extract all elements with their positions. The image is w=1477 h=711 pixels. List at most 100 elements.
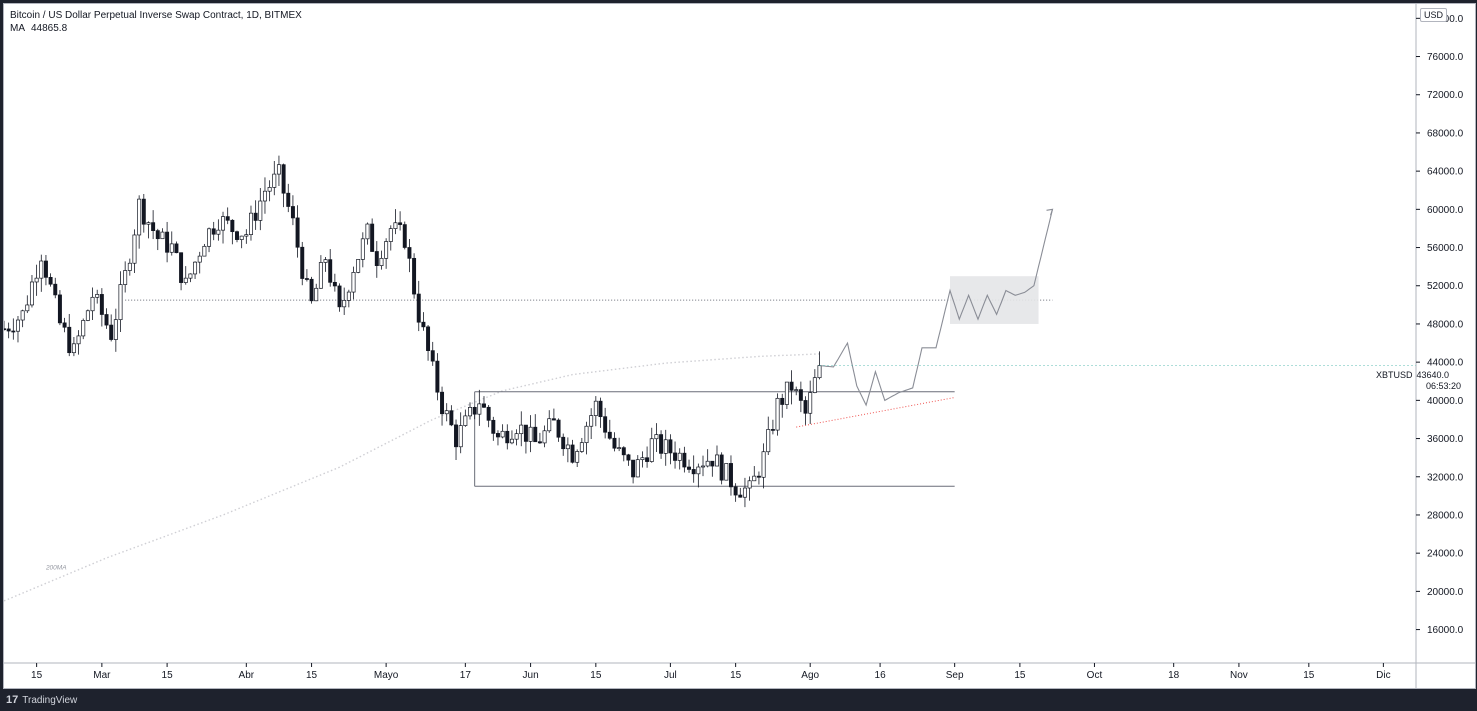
candle-down [780,397,785,405]
y-tick-label: 64000.0 [1427,167,1464,178]
candle-down [421,321,426,328]
candle-up [696,466,701,475]
candle-down [328,259,333,283]
candle-down [332,281,337,287]
y-tick-label: 76000.0 [1427,52,1464,63]
candle-up [207,228,212,247]
candle-up [528,426,533,442]
candle-up [575,451,580,463]
candle-up [589,415,594,427]
candle-up [393,222,398,229]
candle-down [598,400,603,418]
candle-up [342,300,347,308]
bar-countdown: 06:53:20 [1426,381,1462,391]
candle-up [817,365,822,379]
candle-down [440,391,445,415]
candle-down [426,326,431,351]
candle-up [193,261,198,275]
candle-up [742,487,747,498]
candle-up [812,377,817,393]
candle-down [551,418,556,421]
candle-down [561,436,566,450]
candle-up [519,424,524,435]
y-tick-label: 20000.0 [1427,587,1464,598]
candle-up [593,400,598,416]
symbol-title: Bitcoin / US Dollar Perpetual Inverse Sw… [10,10,302,21]
candle-up [677,452,682,461]
candle-up [249,212,253,235]
candle-up [766,429,771,453]
candle-down [719,454,724,481]
candle-up [509,438,514,444]
x-tick-label: Mar [93,670,111,681]
candle-up [71,343,76,354]
candle-down [402,224,407,248]
candle-down [179,252,184,283]
candle-up [244,234,249,237]
y-tick-label: 36000.0 [1427,434,1464,445]
candle-up [85,310,90,321]
candle-down [803,400,808,414]
candle-up [197,255,202,263]
x-tick-label: Nov [1230,670,1248,681]
candle-down [53,283,58,296]
x-tick-label: 16 [875,670,887,681]
candle-down [300,246,305,279]
x-tick-label: 15 [1303,670,1315,681]
candle-up [188,273,193,279]
brand-name[interactable]: TradingView [22,694,78,706]
candle-down [57,294,62,324]
candle-up [318,262,323,289]
y-tick-label: 40000.0 [1427,396,1464,407]
candle-down [109,324,114,340]
x-tick-label: 15 [162,670,174,681]
candle-up [784,381,789,405]
candle-up [584,425,589,444]
candle-up [761,451,766,478]
candle-down [4,328,6,331]
candle-down [416,293,421,323]
currency-button[interactable]: USD [1419,8,1447,22]
candle-up [81,320,86,337]
candle-up [654,434,659,440]
candle-down [454,424,459,448]
candle-up [160,231,165,240]
candle-down [430,350,435,362]
candle-down [104,314,109,326]
candle-up [747,480,752,489]
x-tick-label: Jul [664,670,677,681]
candle-down [211,228,216,235]
candle-up [262,190,267,202]
candle-up [649,438,654,462]
x-tick-label: Dic [1376,670,1390,681]
candle-up [34,277,39,283]
chart-area[interactable]: 80000.076000.072000.068000.064000.060000… [3,3,1476,689]
x-tick-label: 18 [1168,670,1180,681]
candle-down [626,454,631,461]
candle-up [90,296,95,312]
candle-down [67,326,72,354]
candle-down [290,206,295,219]
x-tick-label: Sep [946,670,964,681]
candle-down [48,277,53,285]
candle-up [202,245,207,257]
price-chart[interactable]: 80000.076000.072000.068000.064000.060000… [4,4,1475,688]
candle-up [137,198,142,236]
candle-up [221,216,226,231]
ticker-label: XBTUSD [1376,370,1413,380]
candle-down [523,424,528,442]
candle-down [728,463,733,488]
tradingview-logo-icon[interactable]: 17 [6,694,19,706]
x-tick-label: Mayo [374,670,399,681]
y-tick-label: 16000.0 [1427,625,1464,636]
candle-up [267,187,272,192]
candle-down [11,330,16,333]
candle-up [808,392,813,414]
candle-up [272,173,277,188]
candle-down [449,410,454,426]
candle-up [635,459,640,478]
candle-up [183,277,188,283]
candle-down [612,437,617,449]
candle-down [756,475,761,478]
candle-down [155,230,160,240]
